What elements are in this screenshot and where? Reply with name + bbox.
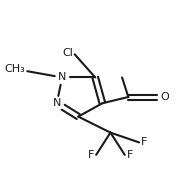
Text: F: F	[126, 150, 133, 160]
Text: CH₃: CH₃	[5, 64, 25, 74]
Text: O: O	[161, 92, 169, 102]
Text: F: F	[141, 137, 147, 147]
Text: Cl: Cl	[62, 48, 73, 57]
Text: F: F	[88, 150, 94, 160]
Text: N: N	[58, 72, 66, 82]
Text: N: N	[53, 98, 61, 108]
